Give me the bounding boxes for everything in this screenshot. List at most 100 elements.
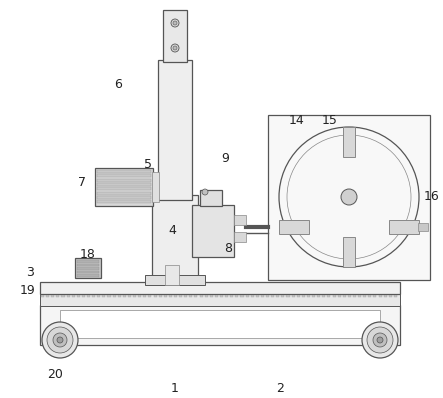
Bar <box>154 291 156 297</box>
Bar <box>199 291 202 297</box>
Bar <box>143 291 146 297</box>
Bar <box>348 291 351 297</box>
Bar <box>245 291 249 297</box>
Text: 5: 5 <box>144 158 152 172</box>
Bar <box>373 291 377 297</box>
Bar <box>82 291 85 297</box>
Circle shape <box>377 337 383 343</box>
Circle shape <box>171 19 179 27</box>
Bar <box>164 291 167 297</box>
Bar <box>40 305 400 345</box>
Circle shape <box>57 337 63 343</box>
Text: 15: 15 <box>322 113 338 127</box>
Text: 3: 3 <box>26 265 34 279</box>
Bar <box>194 291 198 297</box>
Bar <box>92 291 95 297</box>
Bar <box>215 291 218 297</box>
Circle shape <box>202 189 208 195</box>
Bar <box>60 310 380 338</box>
Bar <box>189 291 192 297</box>
Bar <box>97 196 151 199</box>
Bar <box>230 291 233 297</box>
Bar <box>343 237 355 267</box>
Bar <box>268 115 430 280</box>
Bar <box>77 260 99 263</box>
Bar <box>327 291 330 297</box>
Bar <box>108 291 111 297</box>
Text: 4: 4 <box>168 224 176 236</box>
Bar <box>77 271 99 273</box>
Bar <box>62 291 65 297</box>
Circle shape <box>362 322 398 358</box>
Bar <box>302 291 305 297</box>
Text: 16: 16 <box>424 191 440 203</box>
Bar <box>46 291 49 297</box>
Bar <box>394 291 397 297</box>
Bar <box>72 291 75 297</box>
Bar <box>169 291 172 297</box>
Bar <box>368 291 371 297</box>
Bar <box>102 291 105 297</box>
Text: 20: 20 <box>47 369 63 382</box>
Bar <box>261 291 264 297</box>
Text: 7: 7 <box>78 176 86 189</box>
Bar <box>358 291 361 297</box>
Bar <box>333 291 336 297</box>
Bar <box>145 275 205 285</box>
Bar <box>210 291 213 297</box>
Bar <box>97 183 151 186</box>
Bar <box>338 291 341 297</box>
Bar <box>389 220 419 234</box>
Bar <box>56 291 59 297</box>
Bar <box>148 291 152 297</box>
Bar <box>276 291 280 297</box>
Text: 9: 9 <box>221 152 229 164</box>
Bar <box>220 291 223 297</box>
Bar <box>138 291 141 297</box>
Bar <box>192 205 234 257</box>
Bar <box>97 191 151 195</box>
Bar <box>40 282 400 294</box>
Bar <box>152 195 198 283</box>
Bar <box>378 291 381 297</box>
Circle shape <box>171 44 179 52</box>
Bar <box>174 291 177 297</box>
Bar <box>343 291 346 297</box>
Text: 18: 18 <box>80 248 96 261</box>
Circle shape <box>173 46 177 50</box>
Bar <box>251 291 254 297</box>
Bar <box>97 179 151 181</box>
Bar <box>234 215 246 225</box>
Bar <box>279 220 309 234</box>
Bar <box>87 291 90 297</box>
Bar <box>353 291 356 297</box>
Bar <box>235 291 238 297</box>
Text: 1: 1 <box>171 382 179 394</box>
Circle shape <box>53 333 67 347</box>
Bar <box>97 170 151 173</box>
Bar <box>113 291 116 297</box>
Text: 6: 6 <box>114 78 122 92</box>
Bar <box>200 190 222 206</box>
Bar <box>297 291 300 297</box>
Bar <box>384 291 387 297</box>
Bar <box>241 291 244 297</box>
Bar <box>205 291 208 297</box>
Bar <box>225 291 228 297</box>
Circle shape <box>367 327 393 353</box>
Bar <box>389 291 392 297</box>
Bar <box>179 291 182 297</box>
Bar <box>133 291 136 297</box>
Bar <box>77 263 99 266</box>
Bar <box>77 291 80 297</box>
Bar <box>152 172 159 202</box>
Bar <box>128 291 131 297</box>
Bar <box>307 291 310 297</box>
Bar <box>40 293 400 306</box>
Bar <box>159 291 162 297</box>
Text: 14: 14 <box>289 113 305 127</box>
Bar <box>312 291 315 297</box>
Circle shape <box>47 327 73 353</box>
Bar <box>163 10 187 62</box>
Bar <box>123 291 126 297</box>
